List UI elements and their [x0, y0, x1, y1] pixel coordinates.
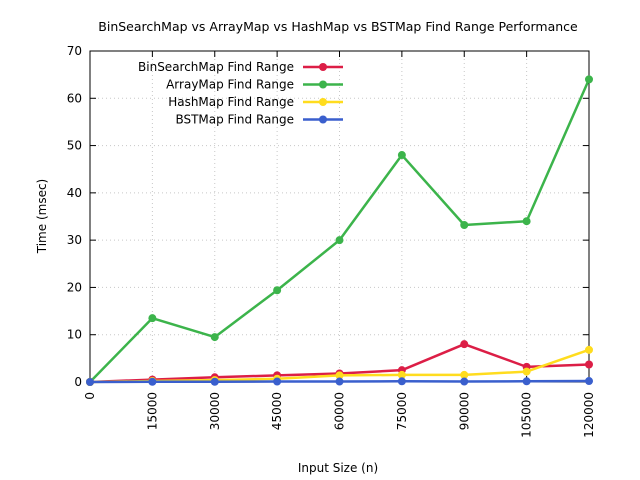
- data-point: [585, 345, 593, 354]
- data-point: [273, 286, 282, 295]
- legend-swatch-point: [319, 80, 327, 89]
- y-tick-label: 60: [67, 91, 82, 105]
- data-point: [86, 378, 94, 386]
- x-tick-label: 60000: [333, 392, 347, 430]
- legend-label: BinSearchMap Find Range: [138, 60, 294, 74]
- data-point: [335, 377, 344, 386]
- data-point: [148, 314, 157, 323]
- y-tick-label: 0: [74, 375, 82, 389]
- legend-swatch-point: [319, 63, 327, 71]
- data-point: [397, 377, 406, 386]
- data-point: [522, 367, 531, 376]
- series-lines: [86, 75, 593, 386]
- y-tick-label: 50: [67, 139, 82, 153]
- y-axis-label: Time (msec): [35, 179, 49, 254]
- legend-swatch-point: [319, 115, 327, 124]
- data-point: [460, 221, 469, 230]
- legend-label: ArrayMap Find Range: [166, 78, 294, 92]
- x-tick-label: 120000: [582, 392, 596, 438]
- data-point: [273, 377, 282, 386]
- data-point: [585, 377, 593, 386]
- axes: 0 10 20 30 40 50 60 70 0 15000 30000 45000 60000 7500…: [67, 44, 596, 438]
- data-point: [210, 377, 219, 386]
- data-point: [585, 75, 593, 84]
- legend-swatch-point: [319, 98, 327, 106]
- x-tick-label: 15000: [145, 392, 159, 430]
- data-point: [522, 217, 531, 226]
- x-tick-label: 0: [83, 392, 97, 400]
- data-point: [585, 360, 593, 369]
- data-point: [522, 377, 531, 386]
- data-point: [148, 377, 157, 386]
- x-axis-label: Input Size (n): [298, 461, 378, 475]
- y-tick-label: 10: [67, 328, 82, 342]
- data-point: [335, 371, 344, 380]
- legend-label: BSTMap Find Range: [175, 113, 294, 127]
- series-1: [86, 75, 593, 386]
- data-point: [460, 377, 469, 386]
- chart-title: BinSearchMap vs ArrayMap vs HashMap vs B…: [98, 19, 578, 34]
- x-tick-label: 75000: [395, 392, 409, 430]
- data-point: [397, 151, 406, 160]
- x-tick-label: 30000: [208, 392, 222, 430]
- x-tick-label: 90000: [457, 392, 471, 430]
- y-tick-label: 70: [67, 44, 82, 58]
- data-point: [460, 340, 469, 349]
- legend-label: HashMap Find Range: [168, 95, 294, 109]
- data-point: [460, 370, 469, 379]
- data-point: [210, 333, 219, 342]
- x-tick-label: 45000: [270, 392, 284, 430]
- legend: BinSearchMap Find Range ArrayMap Find Ran…: [138, 60, 343, 127]
- data-point: [335, 236, 344, 245]
- y-tick-label: 40: [67, 186, 82, 200]
- series-3: [86, 377, 593, 386]
- x-tick-label: 105000: [520, 392, 534, 438]
- data-point: [397, 370, 406, 379]
- y-tick-label: 30: [67, 233, 82, 247]
- y-tick-label: 20: [67, 280, 82, 294]
